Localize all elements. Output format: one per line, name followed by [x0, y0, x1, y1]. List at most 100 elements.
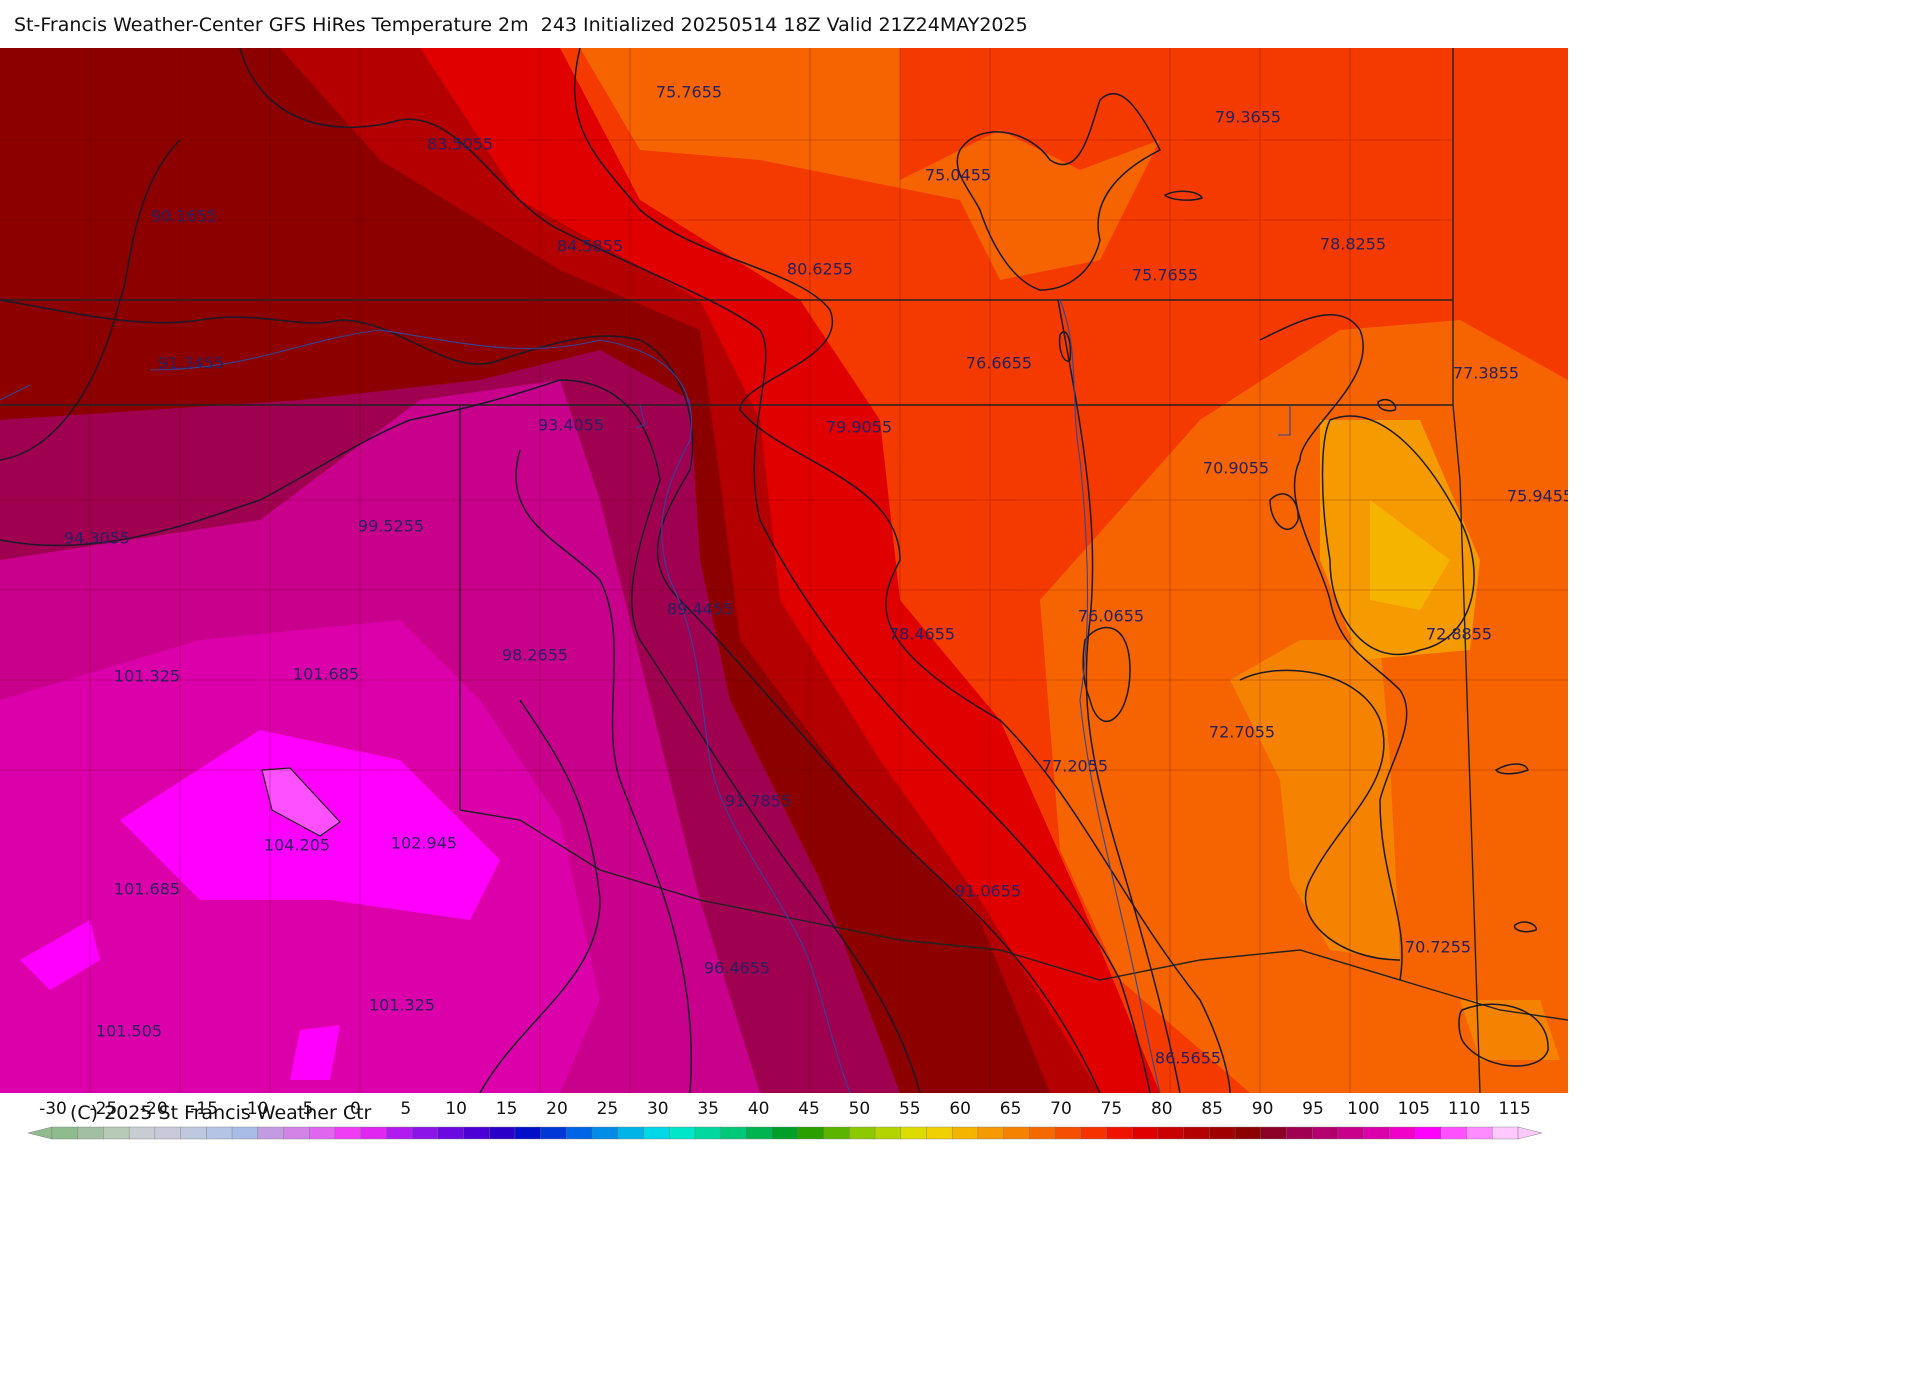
legend-swatch [1054, 1126, 1082, 1140]
legend-color-strip [27, 1126, 1543, 1140]
legend-swatch [849, 1126, 876, 1140]
map-label-4: 75.0455 [924, 165, 992, 185]
map-label-26: 72.7055 [1208, 722, 1276, 742]
map-label-20: 76.0655 [1077, 606, 1145, 626]
legend-swatch [308, 1126, 336, 1140]
map-canvas [0, 48, 1568, 1093]
legend-swatch [51, 1126, 79, 1140]
legend-swatch [977, 1126, 1005, 1140]
legend-tick: 75 [1100, 1099, 1123, 1119]
map-label-23: 98.2655 [501, 645, 569, 665]
map-label-2: 79.3655 [1214, 107, 1282, 127]
map-label-21: 78.4655 [888, 624, 956, 644]
map-label-29: 104.205 [263, 835, 331, 855]
legend-tick: 85 [1201, 1099, 1224, 1119]
legend-tick: 35 [697, 1099, 720, 1119]
legend-swatch [823, 1126, 850, 1140]
legend-swatch [180, 1126, 208, 1140]
legend-tick: 70 [1050, 1099, 1072, 1119]
legend-tick: -20 [139, 1099, 168, 1119]
legend-swatch [463, 1126, 490, 1140]
temperature-map: 75.7655 79.3655 83.5055 75.0455 90.1655 … [0, 48, 1568, 1093]
map-label-7: 80.6255 [786, 259, 854, 279]
legend-tick: 50 [848, 1099, 871, 1119]
legend-swatch [411, 1126, 439, 1140]
map-label-15: 70.9055 [1202, 458, 1270, 478]
map-label-19: 89.4455 [666, 599, 734, 619]
map-label-31: 101.685 [113, 879, 181, 899]
legend-swatch [617, 1126, 645, 1140]
legend-swatch [746, 1126, 773, 1140]
legend-tick: -5 [296, 1099, 314, 1119]
map-label-24: 101.325 [113, 666, 181, 686]
legend-swatch [1209, 1126, 1236, 1140]
legend-swatch [900, 1126, 928, 1140]
legend-swatch [1080, 1126, 1108, 1140]
map-label-5: 90.1655 [150, 206, 218, 226]
map-label-14: 79.9055 [825, 417, 893, 437]
legend-swatch [1363, 1126, 1391, 1140]
dark-core [135, 140, 200, 300]
legend-swatch [1466, 1126, 1493, 1140]
map-label-35: 101.325 [368, 995, 436, 1015]
map-label-28: 91.7855 [724, 791, 792, 811]
legend-tick: 60 [949, 1099, 972, 1119]
legend-tick: -30 [39, 1099, 67, 1119]
legend-max-arrow [1517, 1126, 1543, 1140]
legend-tick: 25 [596, 1099, 619, 1119]
legend-swatch [437, 1126, 465, 1140]
map-label-6: 84.5855 [556, 236, 624, 256]
cool-zone-4 [1370, 500, 1450, 610]
legend-swatch [386, 1126, 413, 1140]
legend-tick: 40 [747, 1099, 770, 1119]
map-label-30: 102.945 [390, 833, 458, 853]
legend-swatch [1132, 1126, 1159, 1140]
legend-swatch [77, 1126, 105, 1140]
map-label-22: 72.8855 [1425, 624, 1493, 644]
legend-tick: 90 [1251, 1099, 1274, 1119]
legend-swatch [1106, 1126, 1133, 1140]
legend-swatch [489, 1126, 516, 1140]
map-label-33: 70.7255 [1404, 937, 1472, 957]
legend-swatch [103, 1126, 130, 1140]
map-label-17: 94.3055 [63, 528, 131, 548]
legend-tick: 105 [1397, 1099, 1431, 1119]
legend-tick: 95 [1302, 1099, 1324, 1119]
map-label-10: 91.3455 [157, 353, 225, 373]
legend-tick: 110 [1447, 1099, 1481, 1119]
map-label-12: 77.3855 [1452, 363, 1520, 383]
legend-tick: 100 [1347, 1099, 1380, 1119]
legend-swatch [566, 1126, 593, 1140]
legend-swatch [771, 1126, 799, 1140]
map-label-8: 75.7655 [1131, 265, 1199, 285]
legend-tick: -15 [190, 1099, 219, 1119]
legend-swatch [540, 1126, 568, 1140]
legend-tick: 65 [999, 1099, 1022, 1119]
legend-tick: 15 [495, 1099, 518, 1119]
isotherm-contours [0, 48, 1549, 1093]
legend-tick: 80 [1150, 1099, 1173, 1119]
legend-swatch [1029, 1126, 1056, 1140]
legend-swatch [206, 1126, 233, 1140]
hot-core-3 [290, 1025, 340, 1080]
map-label-25: 101.685 [292, 664, 360, 684]
legend-swatch [1312, 1126, 1339, 1140]
legend-swatch [1234, 1126, 1262, 1140]
legend-tick: 30 [646, 1099, 669, 1119]
river-lines [0, 299, 1291, 1093]
map-label-36: 101.505 [95, 1021, 163, 1041]
legend-tick: 55 [898, 1099, 921, 1119]
legend-swatch [926, 1126, 953, 1140]
legend-swatch [514, 1126, 542, 1140]
legend-tick: -25 [89, 1099, 118, 1119]
map-label-27: 77.2055 [1041, 756, 1109, 776]
legend-tick: 45 [798, 1099, 820, 1119]
map-label-18: 99.5255 [357, 516, 425, 536]
legend-swatch [591, 1126, 619, 1140]
legend-tick: 0 [349, 1099, 361, 1119]
legend-min-arrow [27, 1126, 53, 1140]
map-label-32: 91.0655 [954, 881, 1022, 901]
legend-swatch [797, 1126, 825, 1140]
legend-swatch [128, 1126, 156, 1140]
legend-swatch [1414, 1126, 1442, 1140]
